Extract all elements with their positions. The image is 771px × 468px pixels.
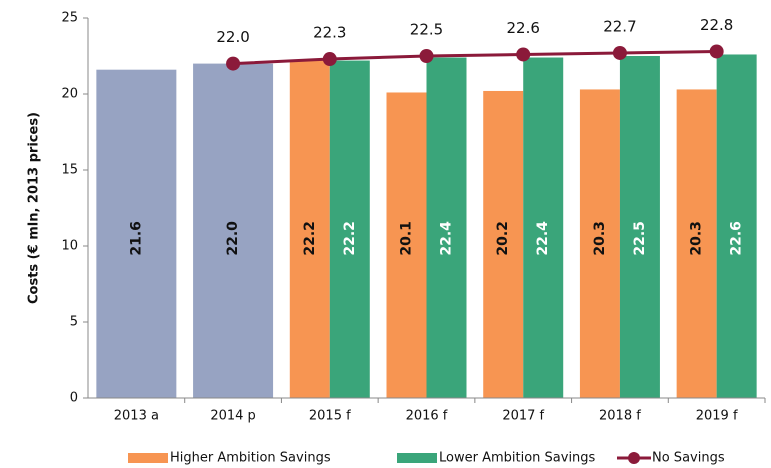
bar-value-label: 22.4 — [439, 221, 455, 256]
line-marker — [419, 49, 434, 63]
line-value-label: 22.6 — [507, 19, 540, 37]
line-marker — [516, 47, 531, 62]
legend-swatch — [397, 453, 437, 463]
legend-marker — [628, 452, 640, 464]
bar-value-label: 22.2 — [342, 221, 358, 256]
line-value-label: 22.0 — [216, 28, 249, 46]
y-tick-label: 10 — [61, 239, 78, 254]
x-tick-label: 2016 f — [406, 409, 448, 424]
y-tick-label: 20 — [61, 87, 78, 102]
bar — [483, 90, 524, 399]
x-tick-label: 2018 f — [599, 409, 641, 424]
bar — [716, 54, 757, 398]
bar — [426, 57, 467, 399]
y-axis-title: Costs (€ mln, 2013 prices) — [27, 112, 42, 304]
bar — [329, 60, 370, 399]
bar — [289, 60, 330, 399]
x-tick-label: 2013 a — [114, 409, 159, 424]
line-value-label: 22.5 — [410, 21, 443, 39]
bar — [619, 56, 660, 398]
y-tick-label: 25 — [61, 11, 78, 26]
bar — [676, 89, 717, 398]
line-marker — [612, 45, 627, 60]
bar-value-label: 22.6 — [729, 221, 745, 256]
line — [233, 49, 717, 66]
bar-value-label: 20.2 — [495, 221, 511, 256]
bar — [193, 63, 274, 398]
y-tick-label: 5 — [70, 315, 78, 330]
legend-label: No Savings — [652, 451, 725, 466]
y-tick-label: 0 — [70, 391, 78, 406]
x-tick-label: 2015 f — [309, 409, 351, 424]
bar — [579, 89, 620, 398]
bar-value-label: 21.6 — [128, 221, 144, 256]
y-tick-label: 15 — [61, 163, 78, 178]
bar-value-label: 22.4 — [535, 221, 551, 256]
bar-value-label: 20.3 — [592, 221, 608, 256]
legend-label: Lower Ambition Savings — [439, 451, 596, 466]
bar-value-label: 20.3 — [689, 221, 705, 256]
bar — [523, 57, 564, 399]
line-marker — [709, 44, 724, 59]
line-value-label: 22.8 — [700, 16, 733, 34]
line-value-label: 22.3 — [313, 24, 346, 42]
bar-value-label: 22.0 — [225, 221, 241, 256]
line-marker — [226, 56, 241, 71]
bar — [96, 69, 177, 399]
x-tick-label: 2017 f — [502, 409, 544, 424]
x-tick-label: 2014 p — [210, 409, 255, 424]
line-marker — [322, 52, 337, 67]
line-value-label: 22.7 — [603, 17, 636, 35]
legend-label: Higher Ambition Savings — [170, 451, 331, 466]
bar-value-label: 20.1 — [399, 221, 415, 256]
x-tick-label: 2019 f — [696, 409, 738, 424]
legend-swatch — [128, 453, 168, 463]
bar-value-label: 22.2 — [302, 221, 318, 256]
bar-value-label: 22.5 — [632, 221, 648, 256]
bar — [386, 92, 427, 398]
